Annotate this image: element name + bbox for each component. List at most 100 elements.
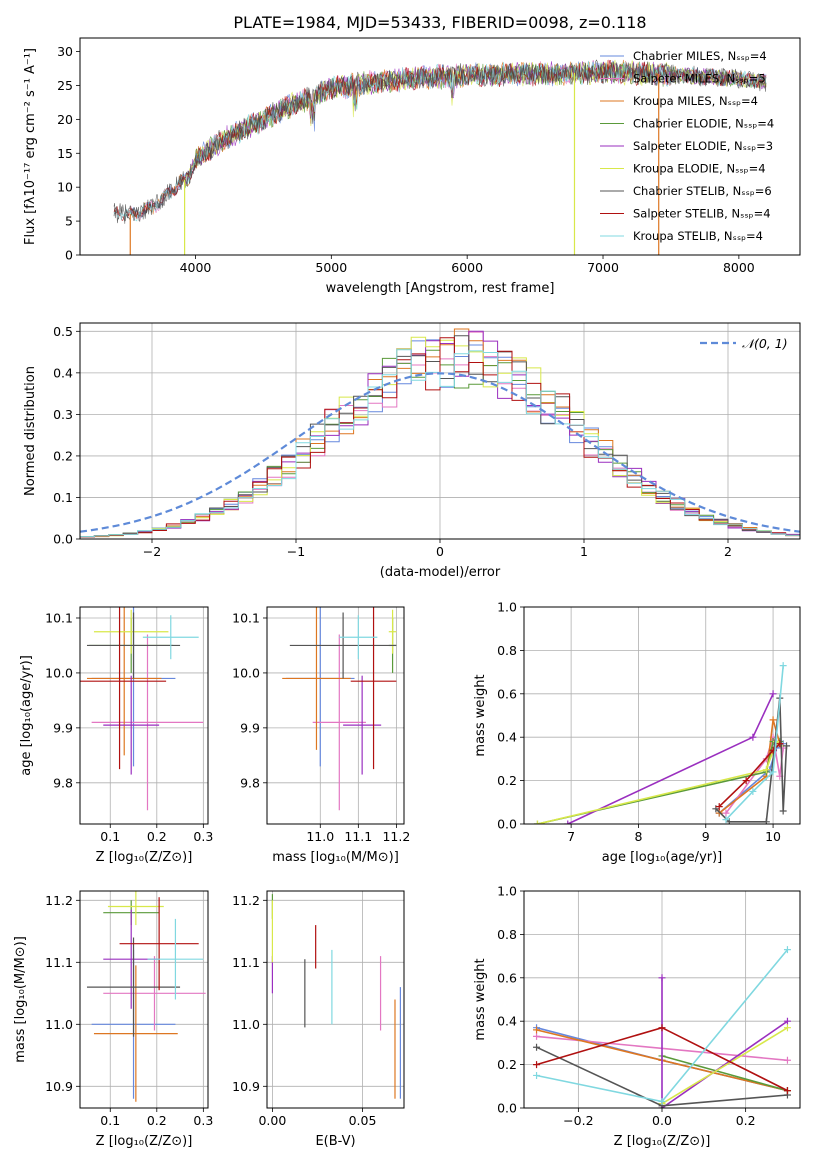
y-tick-label: 10 — [57, 180, 73, 195]
y-tick-label: 11.2 — [45, 893, 73, 908]
errorbar-salpeter-miles — [103, 956, 206, 1031]
x-tick-label: 0.3 — [193, 829, 213, 844]
y-tick-label: 0.1 — [53, 490, 73, 505]
weight-marker — [762, 818, 770, 824]
x-tick-label: 4000 — [180, 260, 212, 275]
legend-entry: Salpeter STELIB, Nₛₛₚ=4 — [633, 207, 771, 221]
weight-marker — [783, 1024, 791, 1032]
legend-entry: Kroupa MILES, Nₛₛₚ=4 — [633, 94, 758, 108]
x-axis-label: (data-model)/error — [380, 565, 501, 580]
weight-marker — [715, 809, 723, 817]
plot-area — [80, 328, 800, 539]
y-tick-label: 10.1 — [45, 610, 73, 625]
errorbar-salpeter-miles — [91, 634, 204, 811]
errorbar-kroupa-miles — [93, 965, 178, 1102]
x-tick-label: 11.1 — [344, 829, 372, 844]
panels: 4000 5000 6000 7000 8000051015202530waveleng… — [13, 37, 801, 1149]
y-tick-label: 0.2 — [497, 773, 517, 788]
y-axis-label: age [log₁₀(age/yr)] — [19, 655, 34, 776]
weight-marker — [783, 1056, 791, 1064]
x-tick-label: 0 — [436, 544, 444, 559]
x-tick-label: 0.0 — [652, 1113, 672, 1128]
y-tick-label: 9.9 — [240, 720, 260, 735]
x-tick-label: 0.2 — [147, 1113, 167, 1128]
x-tick-label: 0.2 — [147, 829, 167, 844]
y-tick-label: 0.2 — [53, 448, 73, 463]
weight-line-chabrier-elodie — [661, 1055, 788, 1092]
y-tick-label: 1.0 — [497, 600, 517, 615]
y-tick-label: 0 — [65, 248, 73, 263]
plot-area — [533, 946, 791, 1108]
plot-area — [282, 607, 397, 811]
figure-title: PLATE=1984, MJD=53433, FIBERID=0098, z=0… — [233, 13, 646, 32]
y-tick-label: 0.8 — [497, 927, 517, 942]
y-tick-label: 0.0 — [497, 817, 517, 832]
y-axis-label: mass weight — [473, 958, 488, 1040]
x-tick-label: 11.2 — [382, 829, 410, 844]
errorbar-kroupa-elodie — [107, 891, 164, 926]
y-tick-label: 10.9 — [232, 1079, 260, 1094]
panel-spectrum: 4000 5000 6000 7000 8000 0 5 10 15 20 25 30 waveleng… — [23, 37, 801, 296]
axes-frame — [523, 606, 801, 825]
y-tick-label: 11.2 — [232, 893, 260, 908]
weight-marker — [783, 1017, 791, 1025]
legend-entry: Chabrier MILES, Nₛₛₚ=4 — [633, 49, 767, 63]
y-tick-label: 0.6 — [497, 970, 517, 985]
weight-marker — [533, 1061, 541, 1069]
y-tick-label: 11.1 — [45, 955, 73, 970]
legend-entry: Kroupa ELODIE, Nₛₛₚ=4 — [633, 162, 766, 176]
weight-marker — [769, 716, 777, 724]
axes-frame — [79, 606, 209, 825]
weight-marker — [779, 807, 787, 815]
x-axis-label: wavelength [Angstrom, rest frame] — [326, 281, 555, 296]
y-tick-label: 20 — [57, 112, 73, 127]
x-tick-label: 1 — [580, 544, 588, 559]
axes-frame — [79, 37, 801, 256]
x-axis-label: mass [log₁₀(M/M⊙)] — [272, 850, 399, 865]
weight-line-kroupa-stelib — [725, 665, 784, 821]
weight-marker — [779, 662, 787, 670]
y-tick-label: 9.9 — [53, 720, 73, 735]
spectrum-data-line — [113, 62, 767, 224]
weight-marker — [533, 1032, 541, 1040]
errorbar-salpeter-elodie — [103, 675, 160, 775]
errorbar-kroupa-stelib — [339, 615, 378, 660]
weight-marker — [533, 1026, 541, 1034]
y-tick-label: 0.3 — [53, 407, 73, 422]
errorbar-kroupa-stelib — [142, 615, 199, 660]
errorbar-chabrier-stelib — [86, 937, 181, 1037]
spectrum-line-salpeter-stelib — [113, 59, 767, 221]
axes-frame — [266, 606, 405, 825]
y-tick-label: 0.4 — [497, 1014, 517, 1029]
legend-entry: Salpeter ELODIE, Nₛₛₚ=3 — [633, 139, 773, 153]
errorbar-salpeter-stelib — [350, 607, 397, 770]
x-tick-label: 7000 — [587, 260, 619, 275]
y-tick-label: 0.0 — [497, 1101, 517, 1116]
weight-marker — [533, 820, 541, 824]
weight-marker — [658, 974, 666, 982]
y-tick-label: 10.9 — [45, 1079, 73, 1094]
legend: Chabrier MILES, Nₛₛₚ=4 Salpeter MILES, Nₛ… — [600, 49, 774, 243]
x-axis-label: Z [log₁₀(Z/Z⊙)] — [614, 1134, 711, 1149]
panel-mass-weight-vs-Z: −0.2 0.0 0.2 0.0 0.2 0.4 0.6 0.8 1.0 Z [log₁₀(Z/Z… — [473, 884, 801, 1149]
x-tick-label: 0.2 — [736, 1113, 756, 1128]
errorbar-kroupa-miles — [282, 607, 351, 750]
weight-marker — [762, 766, 770, 774]
y-tick-label: 10.0 — [45, 665, 73, 680]
plot-area — [86, 891, 206, 1102]
errorbar-kroupa-miles — [86, 607, 162, 756]
weight-line-chabrier-stelib — [715, 698, 788, 823]
errorbar-salpeter-stelib — [80, 607, 167, 770]
panel-mass-weight-vs-age: 7 8 9 10 0.0 0.2 0.4 0.6 0.8 1.0 age [log₁₀(age/yr… — [473, 600, 801, 865]
y-tick-label: 9.8 — [240, 775, 260, 790]
legend-entry: 𝒩(0, 1) — [742, 336, 788, 351]
errorbar-salpeter-stelib — [119, 897, 199, 991]
axes-frame — [79, 322, 801, 540]
axes-frame — [523, 890, 801, 1109]
y-axis-label: Normed distribution — [23, 366, 38, 496]
y-tick-label: 9.8 — [53, 775, 73, 790]
x-tick-label: 9 — [702, 829, 710, 844]
legend-entry: Chabrier ELODIE, Nₛₛₚ=4 — [633, 117, 774, 131]
y-tick-label: 11.0 — [232, 1017, 260, 1032]
